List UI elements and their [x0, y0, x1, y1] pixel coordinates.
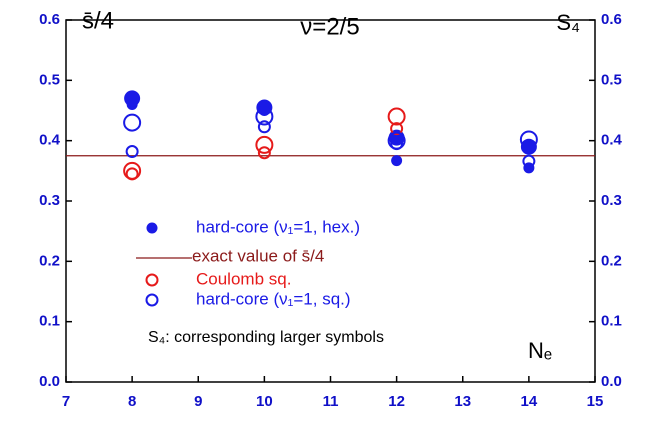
data-point — [390, 137, 404, 151]
legend-label: Coulomb sq. — [196, 269, 291, 288]
x-tick-label: 9 — [194, 393, 202, 410]
legend-marker — [145, 293, 159, 307]
x-tick-label: 12 — [388, 393, 405, 410]
y-tick-label: 0.4 — [39, 132, 61, 149]
data-point — [391, 155, 403, 167]
y-tick-label: 0.2 — [39, 252, 60, 269]
data-point — [257, 146, 271, 160]
y-axis-label: s̄/4 — [82, 7, 114, 34]
data-point — [125, 145, 139, 159]
x-tick-label: 13 — [454, 393, 471, 410]
y2-tick-label: 0.6 — [601, 11, 622, 28]
x-tick-label: 11 — [323, 393, 339, 410]
x-axis-label: Nₑ — [528, 338, 552, 363]
data-point — [519, 130, 538, 149]
chart-title: ν=2/5 — [300, 13, 359, 40]
y-tick-label: 0.6 — [39, 11, 60, 28]
y2-tick-label: 0.4 — [601, 132, 623, 149]
legend-label: hard-core (ν₁=1, hex.) — [196, 217, 360, 236]
y-tick-label: 0.3 — [39, 192, 60, 209]
data-point — [257, 120, 271, 134]
legend-label: exact value of s̄/4 — [192, 246, 324, 265]
x-tick-label: 8 — [128, 393, 136, 410]
data-point — [255, 135, 274, 154]
y-tick-label: 0.5 — [39, 71, 60, 88]
legend-label: hard-core (ν₁=1, sq.) — [196, 289, 351, 308]
y2-axis-label: S₄ — [556, 10, 580, 35]
x-tick-label: 14 — [521, 393, 538, 410]
data-point — [125, 167, 139, 181]
data-point — [390, 122, 404, 136]
y2-tick-label: 0.0 — [601, 373, 622, 390]
y-tick-label: 0.0 — [39, 373, 60, 390]
data-point — [255, 107, 274, 126]
y2-tick-label: 0.3 — [601, 192, 622, 209]
plot-frame — [65, 19, 596, 383]
x-tick-label: 15 — [587, 393, 604, 410]
data-point — [258, 105, 270, 116]
x-tick-label: 10 — [256, 393, 273, 410]
y2-tick-label: 0.1 — [601, 313, 622, 330]
legend-marker — [145, 273, 159, 287]
y2-tick-label: 0.2 — [601, 252, 622, 269]
data-point — [123, 113, 142, 132]
y2-tick-label: 0.5 — [601, 71, 622, 88]
data-point — [126, 98, 138, 110]
x-tick-label: 7 — [62, 393, 70, 410]
data-point — [522, 154, 536, 168]
annotation: S₄: corresponding larger symbols — [148, 329, 384, 346]
y-tick-label: 0.1 — [39, 313, 60, 330]
data-point — [387, 107, 406, 126]
legend-marker — [146, 222, 158, 234]
